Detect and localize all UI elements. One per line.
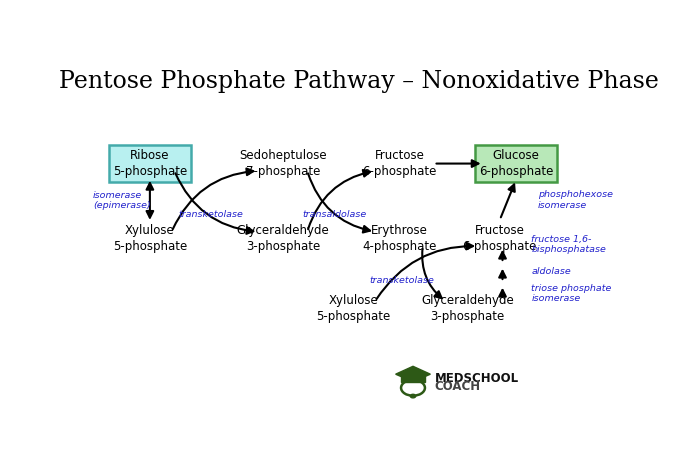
Text: COACH: COACH (435, 379, 481, 392)
Text: transaldolase: transaldolase (302, 210, 367, 219)
Text: Fructose
6-phosphate: Fructose 6-phosphate (463, 225, 537, 254)
Text: MEDSCHOOL: MEDSCHOOL (435, 372, 519, 385)
Text: fructose 1,6-
bisphosphatase: fructose 1,6- bisphosphatase (531, 234, 606, 254)
Text: Pentose Phosphate Pathway – Nonoxidative Phase: Pentose Phosphate Pathway – Nonoxidative… (59, 70, 659, 93)
Polygon shape (395, 366, 430, 382)
Text: isomerase
(epimerase): isomerase (epimerase) (93, 191, 150, 210)
Text: aldolase: aldolase (531, 267, 571, 276)
Text: Erythrose
4-phosphate: Erythrose 4-phosphate (363, 225, 437, 254)
Text: triose phosphate
isomerase: triose phosphate isomerase (531, 284, 612, 303)
Text: Xylulose
5-phosphate: Xylulose 5-phosphate (316, 295, 391, 323)
Text: Glucose
6-phosphate: Glucose 6-phosphate (479, 149, 553, 178)
Text: Glyceraldehyde
3-phosphate: Glyceraldehyde 3-phosphate (237, 225, 329, 254)
Text: Sedoheptulose
7-phosphate: Sedoheptulose 7-phosphate (239, 149, 327, 178)
Polygon shape (401, 374, 425, 383)
Text: Glyceraldehyde
3-phosphate: Glyceraldehyde 3-phosphate (421, 295, 514, 323)
Text: Fructose
6-phosphate: Fructose 6-phosphate (363, 149, 437, 178)
Text: transketolase: transketolase (370, 276, 435, 285)
Text: Ribose
5-phosphate: Ribose 5-phosphate (113, 149, 187, 178)
Text: Xylulose
5-phosphate: Xylulose 5-phosphate (113, 225, 187, 254)
Circle shape (410, 394, 416, 398)
Text: transketolase: transketolase (178, 210, 244, 219)
Text: phosphohexose
isomerase: phosphohexose isomerase (538, 191, 612, 210)
